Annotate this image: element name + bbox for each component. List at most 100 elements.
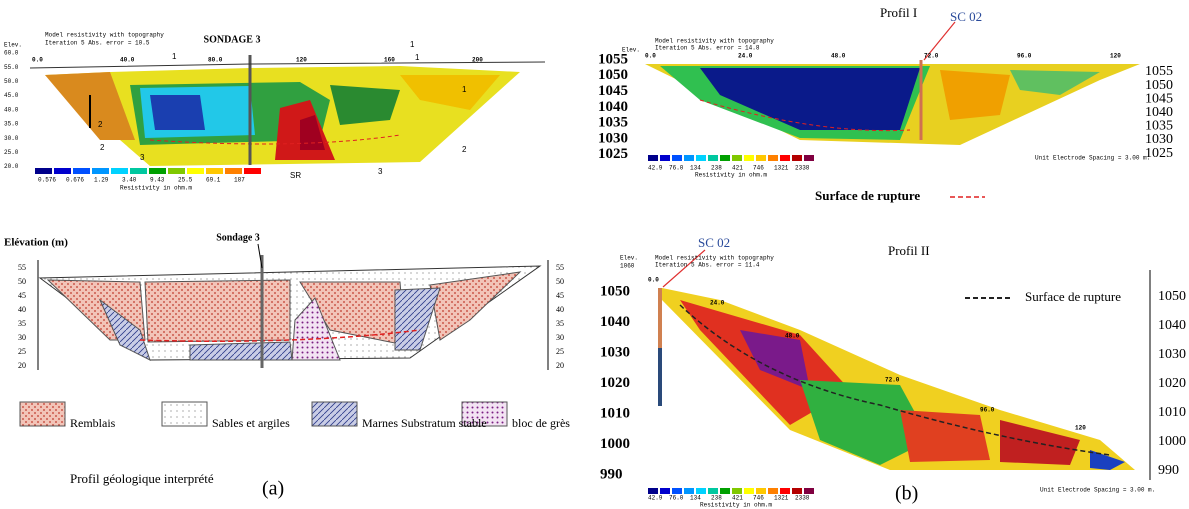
elevation-tick: 45	[556, 291, 564, 300]
legend-label: Surface de rupture	[1025, 289, 1121, 304]
scale-swatch	[804, 155, 814, 161]
scale-swatch	[168, 168, 185, 174]
elevation-tick: 20.0	[4, 163, 19, 170]
scale-value: 1321	[774, 495, 789, 502]
elevation-tick: 1040	[598, 99, 628, 115]
header-line: Iteration 5 Abs. error = 14.8	[655, 45, 760, 52]
annotation: 2	[462, 145, 467, 154]
borehole-label: SC 02	[950, 9, 982, 24]
elevation-tick: 1035	[598, 115, 628, 131]
elevation-tick: 1030	[598, 130, 628, 146]
elevation-tick: 20	[18, 361, 26, 370]
distance-label: 48.0	[831, 53, 846, 60]
annotation: 1	[462, 85, 467, 94]
scale-value: 746	[753, 495, 764, 502]
distance-label: 120	[1110, 53, 1121, 60]
scale-swatch	[206, 168, 223, 174]
scale-value: 42.9	[648, 495, 663, 502]
scale-swatch	[744, 155, 754, 161]
elevation-tick: 1025	[1145, 146, 1173, 161]
distance-label: 48.0	[785, 333, 800, 340]
legend-label: Surface de rupture	[815, 188, 920, 203]
elevation-tick: 1040	[1145, 105, 1173, 120]
scale-swatch	[130, 168, 147, 174]
elevation-tick: 35	[556, 319, 564, 328]
elevation-tick: 30	[18, 333, 26, 342]
elevation-tick: 1025	[598, 146, 628, 162]
annotation: 1	[172, 52, 177, 61]
scale-title: Resistivity in ohm.m	[695, 172, 767, 179]
scale-value: 76.0	[669, 165, 684, 172]
elevation-tick: 40	[556, 305, 564, 314]
borehole-label: SC 02	[698, 235, 730, 250]
elev-label: Elev.	[622, 47, 640, 54]
elevation-tick: 20	[556, 361, 564, 370]
header-line: Model resistivity with topography	[655, 38, 774, 45]
scale-value: 76.0	[669, 495, 684, 502]
scale-swatch	[732, 155, 742, 161]
scale-swatch	[792, 155, 802, 161]
y-axis-label: Elévation (m)	[4, 237, 68, 249]
elevation-tick: 1035	[1145, 119, 1173, 134]
annotation: 1	[415, 53, 420, 62]
distance-label: 0.0	[645, 53, 656, 60]
legend-label: Remblais	[70, 416, 116, 430]
scale-swatch	[732, 488, 742, 494]
elevation-tick: 40	[18, 305, 26, 314]
scale-swatch	[708, 488, 718, 494]
panel-tag: (a)	[262, 478, 284, 500]
elevation-tick: 1030	[600, 344, 630, 360]
annotation: SR	[290, 171, 301, 180]
elevation-tick: 35	[18, 319, 26, 328]
distance-label: 0.0	[648, 277, 659, 284]
elevation-tick: 25	[556, 347, 564, 356]
elevation-tick: 1050	[598, 67, 628, 83]
scale-swatch	[35, 168, 52, 174]
legend-label: Marnes Substratum stable	[362, 416, 487, 430]
scale-swatch	[111, 168, 128, 174]
elevation-tick: 1030	[1158, 347, 1186, 362]
distance-label: 0.0	[32, 57, 43, 64]
spacing-note: Unit Electrode Spacing = 3.00 m.	[1040, 487, 1155, 494]
borehole-label: SONDAGE 3	[204, 34, 261, 45]
scale-swatch	[244, 168, 261, 174]
distance-label: 24.0	[710, 300, 725, 307]
scale-swatch	[792, 488, 802, 494]
scale-title: Resistivity in ohm.m	[120, 185, 192, 192]
elevation-tick: 1000	[600, 436, 630, 452]
scale-value: 238	[711, 165, 722, 172]
legend-label: Sables et argiles	[212, 416, 290, 430]
elevation-tick: 1050	[600, 283, 630, 299]
scale-swatch	[756, 488, 766, 494]
elevation-tick: 990	[600, 466, 623, 482]
scale-value: 69.1	[206, 177, 221, 184]
elevation-tick: 45	[18, 291, 26, 300]
elevation-tick: 1050	[1158, 289, 1186, 304]
caption: Profil géologique interprété	[70, 471, 214, 486]
elevation-tick: 990	[1158, 463, 1179, 478]
annotation: 3	[378, 167, 383, 176]
profile-title: Profil I	[880, 5, 917, 20]
distance-label: 120	[1075, 425, 1086, 432]
scale-swatch	[720, 155, 730, 161]
scale-value: 746	[753, 165, 764, 172]
elevation-tick: 1010	[600, 405, 630, 421]
elev-label: Elev.	[620, 255, 638, 262]
annotation: 3	[140, 153, 145, 162]
elev-label: Elev.	[4, 42, 22, 49]
header-line: Iteration 5 Abs. error = 11.4	[655, 262, 760, 269]
elevation-tick: 1010	[1158, 405, 1186, 420]
scale-swatch	[756, 155, 766, 161]
scale-swatch	[804, 488, 814, 494]
elevation-tick: 1045	[598, 83, 628, 99]
elevation-tick: 1040	[600, 314, 630, 330]
header-line: Iteration 5 Abs. error = 10.5	[45, 40, 150, 47]
scale-value: 134	[690, 165, 701, 172]
distance-label: 120	[296, 57, 307, 64]
elevation-tick: 1030	[1145, 132, 1173, 147]
elevation-tick: 60.0	[4, 50, 19, 57]
borehole-label: Sondage 3	[216, 232, 260, 243]
scale-swatch	[672, 488, 682, 494]
scale-swatch	[780, 488, 790, 494]
scale-swatch	[648, 155, 658, 161]
